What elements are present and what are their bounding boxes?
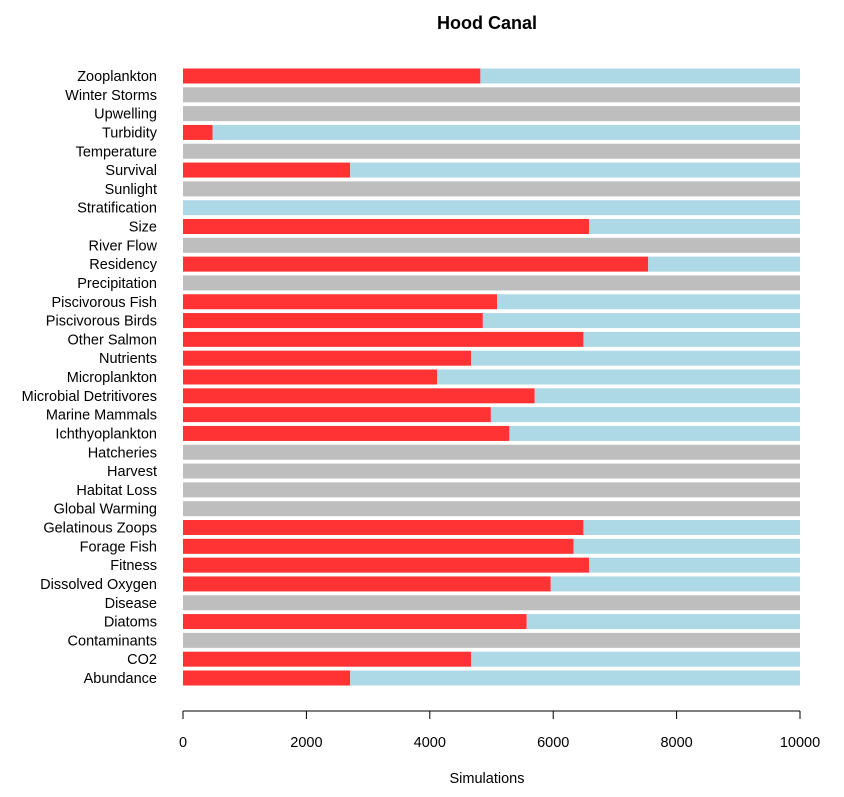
category-label: Zooplankton — [77, 69, 157, 85]
bar-segment — [183, 162, 351, 178]
bar-segment — [526, 614, 800, 630]
bar-segment — [183, 124, 213, 140]
x-tick-label: 6000 — [537, 735, 569, 751]
bar-segment — [183, 237, 800, 253]
category-label: River Flow — [89, 238, 158, 254]
category-label: Piscivorous Fish — [51, 295, 157, 311]
category-label: CO2 — [127, 652, 157, 668]
category-label: Abundance — [84, 671, 157, 687]
category-label: Diatoms — [104, 615, 157, 631]
x-tick-label: 8000 — [660, 735, 692, 751]
category-label: Stratification — [77, 201, 157, 217]
bar-segment — [482, 313, 800, 329]
bar-segment — [183, 520, 584, 535]
bar-segment — [648, 256, 800, 272]
x-tick-label: 2000 — [290, 735, 322, 751]
bar-segment — [509, 425, 800, 441]
category-label: Winter Storms — [65, 88, 157, 104]
category-label: Other Salmon — [68, 332, 157, 348]
x-tick-label: 4000 — [414, 735, 446, 751]
bar-segment — [471, 651, 800, 667]
category-label: Habitat Loss — [76, 483, 157, 499]
category-label: Forage Fish — [80, 539, 157, 555]
x-axis-title: Simulations — [450, 771, 525, 787]
bar-segment — [183, 331, 584, 347]
bar-segment — [350, 162, 800, 178]
category-label: Residency — [89, 257, 157, 273]
bar-segment — [183, 106, 800, 122]
bar-segment — [583, 520, 800, 535]
category-label: Piscivorous Birds — [46, 314, 157, 330]
category-label: Ichthyoplankton — [55, 426, 157, 442]
bar-segment — [183, 614, 527, 630]
bar-segment — [573, 538, 800, 554]
chart-title: Hood Canal — [437, 13, 537, 33]
bar-segment — [490, 407, 800, 423]
x-tick-label: 0 — [179, 735, 187, 751]
category-label: Contaminants — [68, 633, 157, 649]
category-label: Dissolved Oxygen — [40, 577, 157, 593]
bar-segment — [183, 595, 800, 611]
category-label: Upwelling — [94, 107, 157, 123]
bar-segment — [471, 350, 800, 366]
category-label: Nutrients — [99, 351, 157, 367]
bar-segment — [183, 501, 800, 517]
bar-segment — [350, 670, 800, 686]
bar-segment — [183, 632, 800, 648]
bar-segment — [183, 68, 481, 84]
bar-segment — [212, 124, 801, 140]
bar-segment — [534, 388, 800, 404]
bar-segment — [183, 219, 589, 234]
category-label: Temperature — [76, 144, 157, 160]
bar-segment — [183, 181, 800, 197]
bar-segment — [183, 651, 472, 667]
bar-segment — [183, 275, 800, 291]
category-label: Sunlight — [105, 182, 157, 198]
category-label: Microbial Detritivores — [22, 389, 157, 405]
bar-segment — [583, 331, 800, 347]
category-label: Disease — [105, 596, 157, 612]
bar-segment — [183, 482, 800, 498]
bar-segment — [497, 294, 800, 310]
bar-segment — [183, 444, 800, 460]
category-label: Survival — [105, 163, 157, 179]
bar-segment — [183, 256, 649, 272]
category-label: Precipitation — [77, 276, 157, 292]
bar-segment — [183, 87, 800, 103]
bar-segment — [550, 576, 800, 592]
bar-segment — [183, 350, 472, 366]
bar-segment — [183, 407, 491, 423]
category-label: Hatcheries — [88, 445, 157, 461]
bar-segment — [183, 670, 351, 686]
category-label: Gelatinous Zoops — [43, 521, 157, 537]
bar-segment — [183, 425, 510, 441]
bar-segment — [183, 143, 800, 159]
bar-segment — [480, 68, 800, 84]
bar-segment — [588, 219, 800, 234]
bar-segment — [183, 557, 589, 573]
bar-segment — [183, 576, 551, 592]
category-label: Size — [129, 220, 157, 236]
bar-segment — [588, 557, 800, 573]
bar-segment — [437, 369, 800, 385]
category-label: Turbidity — [102, 125, 158, 141]
bar-segment — [183, 538, 574, 554]
category-label: Marine Mammals — [46, 408, 157, 424]
x-tick-label: 10000 — [780, 735, 820, 751]
bar-segment — [183, 369, 438, 385]
category-label: Fitness — [110, 558, 157, 574]
category-label: Global Warming — [54, 502, 157, 518]
category-label: Microplankton — [67, 370, 157, 386]
bars-group — [183, 68, 801, 686]
bar-segment — [183, 388, 535, 404]
category-labels: Zooplankton Winter Storms Upwelling Turbidi… — [22, 69, 158, 687]
x-axis: 0 2000 4000 6000 8000 10000 — [179, 710, 820, 751]
bar-segment — [183, 313, 483, 329]
category-label: Harvest — [107, 464, 157, 480]
bar-segment — [183, 463, 800, 479]
bar-segment — [183, 294, 498, 310]
bar-segment — [183, 200, 800, 216]
